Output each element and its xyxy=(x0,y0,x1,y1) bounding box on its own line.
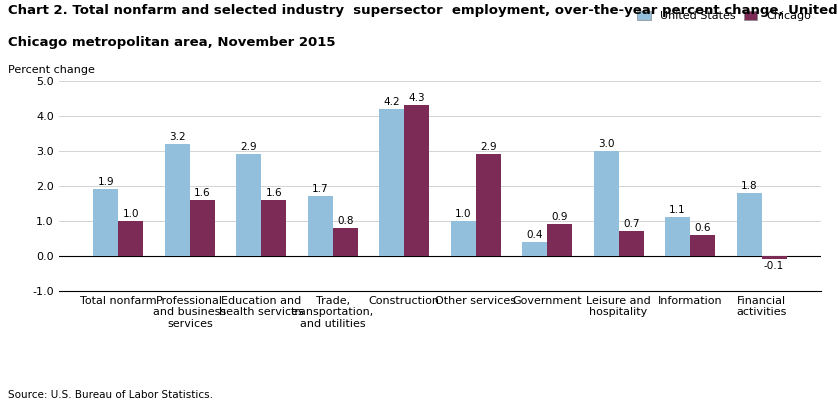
Bar xyxy=(522,242,547,256)
Text: 0.4: 0.4 xyxy=(526,230,543,240)
Bar xyxy=(333,228,358,256)
Text: 1.9: 1.9 xyxy=(97,177,114,187)
Text: 1.0: 1.0 xyxy=(122,209,139,219)
Text: 0.8: 0.8 xyxy=(337,216,354,226)
Text: 3.0: 3.0 xyxy=(597,139,614,149)
Bar xyxy=(118,221,143,256)
Legend: United States, Chicago: United States, Chicago xyxy=(633,6,815,26)
Bar xyxy=(380,109,404,256)
Bar xyxy=(737,193,762,256)
Text: 1.1: 1.1 xyxy=(670,205,685,215)
Bar xyxy=(236,154,261,256)
Bar xyxy=(165,144,189,256)
Text: 0.6: 0.6 xyxy=(695,223,711,233)
Text: -0.1: -0.1 xyxy=(764,261,784,271)
Bar xyxy=(691,235,715,256)
Bar xyxy=(189,200,215,256)
Bar xyxy=(593,151,618,256)
Bar xyxy=(93,189,118,256)
Bar xyxy=(547,224,572,256)
Text: 1.6: 1.6 xyxy=(194,188,210,198)
Text: Chart 2. Total nonfarm and selected industry  supersector  employment, over-the-: Chart 2. Total nonfarm and selected indu… xyxy=(8,4,838,17)
Text: 1.8: 1.8 xyxy=(741,181,758,191)
Bar xyxy=(308,196,333,256)
Text: Source: U.S. Bureau of Labor Statistics.: Source: U.S. Bureau of Labor Statistics. xyxy=(8,390,214,400)
Text: 1.6: 1.6 xyxy=(266,188,282,198)
Bar xyxy=(404,105,429,256)
Bar xyxy=(762,256,787,259)
Text: 2.9: 2.9 xyxy=(480,142,496,152)
Text: Chicago metropolitan area, November 2015: Chicago metropolitan area, November 2015 xyxy=(8,36,336,49)
Text: 2.9: 2.9 xyxy=(241,142,257,152)
Text: 1.7: 1.7 xyxy=(312,184,328,194)
Bar xyxy=(261,200,287,256)
Text: 4.3: 4.3 xyxy=(408,93,425,103)
Text: 3.2: 3.2 xyxy=(169,132,185,142)
Bar xyxy=(618,231,644,256)
Bar xyxy=(665,217,691,256)
Text: Percent change: Percent change xyxy=(8,65,96,75)
Text: 4.2: 4.2 xyxy=(384,97,400,107)
Text: 0.9: 0.9 xyxy=(551,212,568,222)
Bar xyxy=(476,154,500,256)
Text: 0.7: 0.7 xyxy=(623,219,639,229)
Text: 1.0: 1.0 xyxy=(455,209,472,219)
Bar xyxy=(451,221,476,256)
